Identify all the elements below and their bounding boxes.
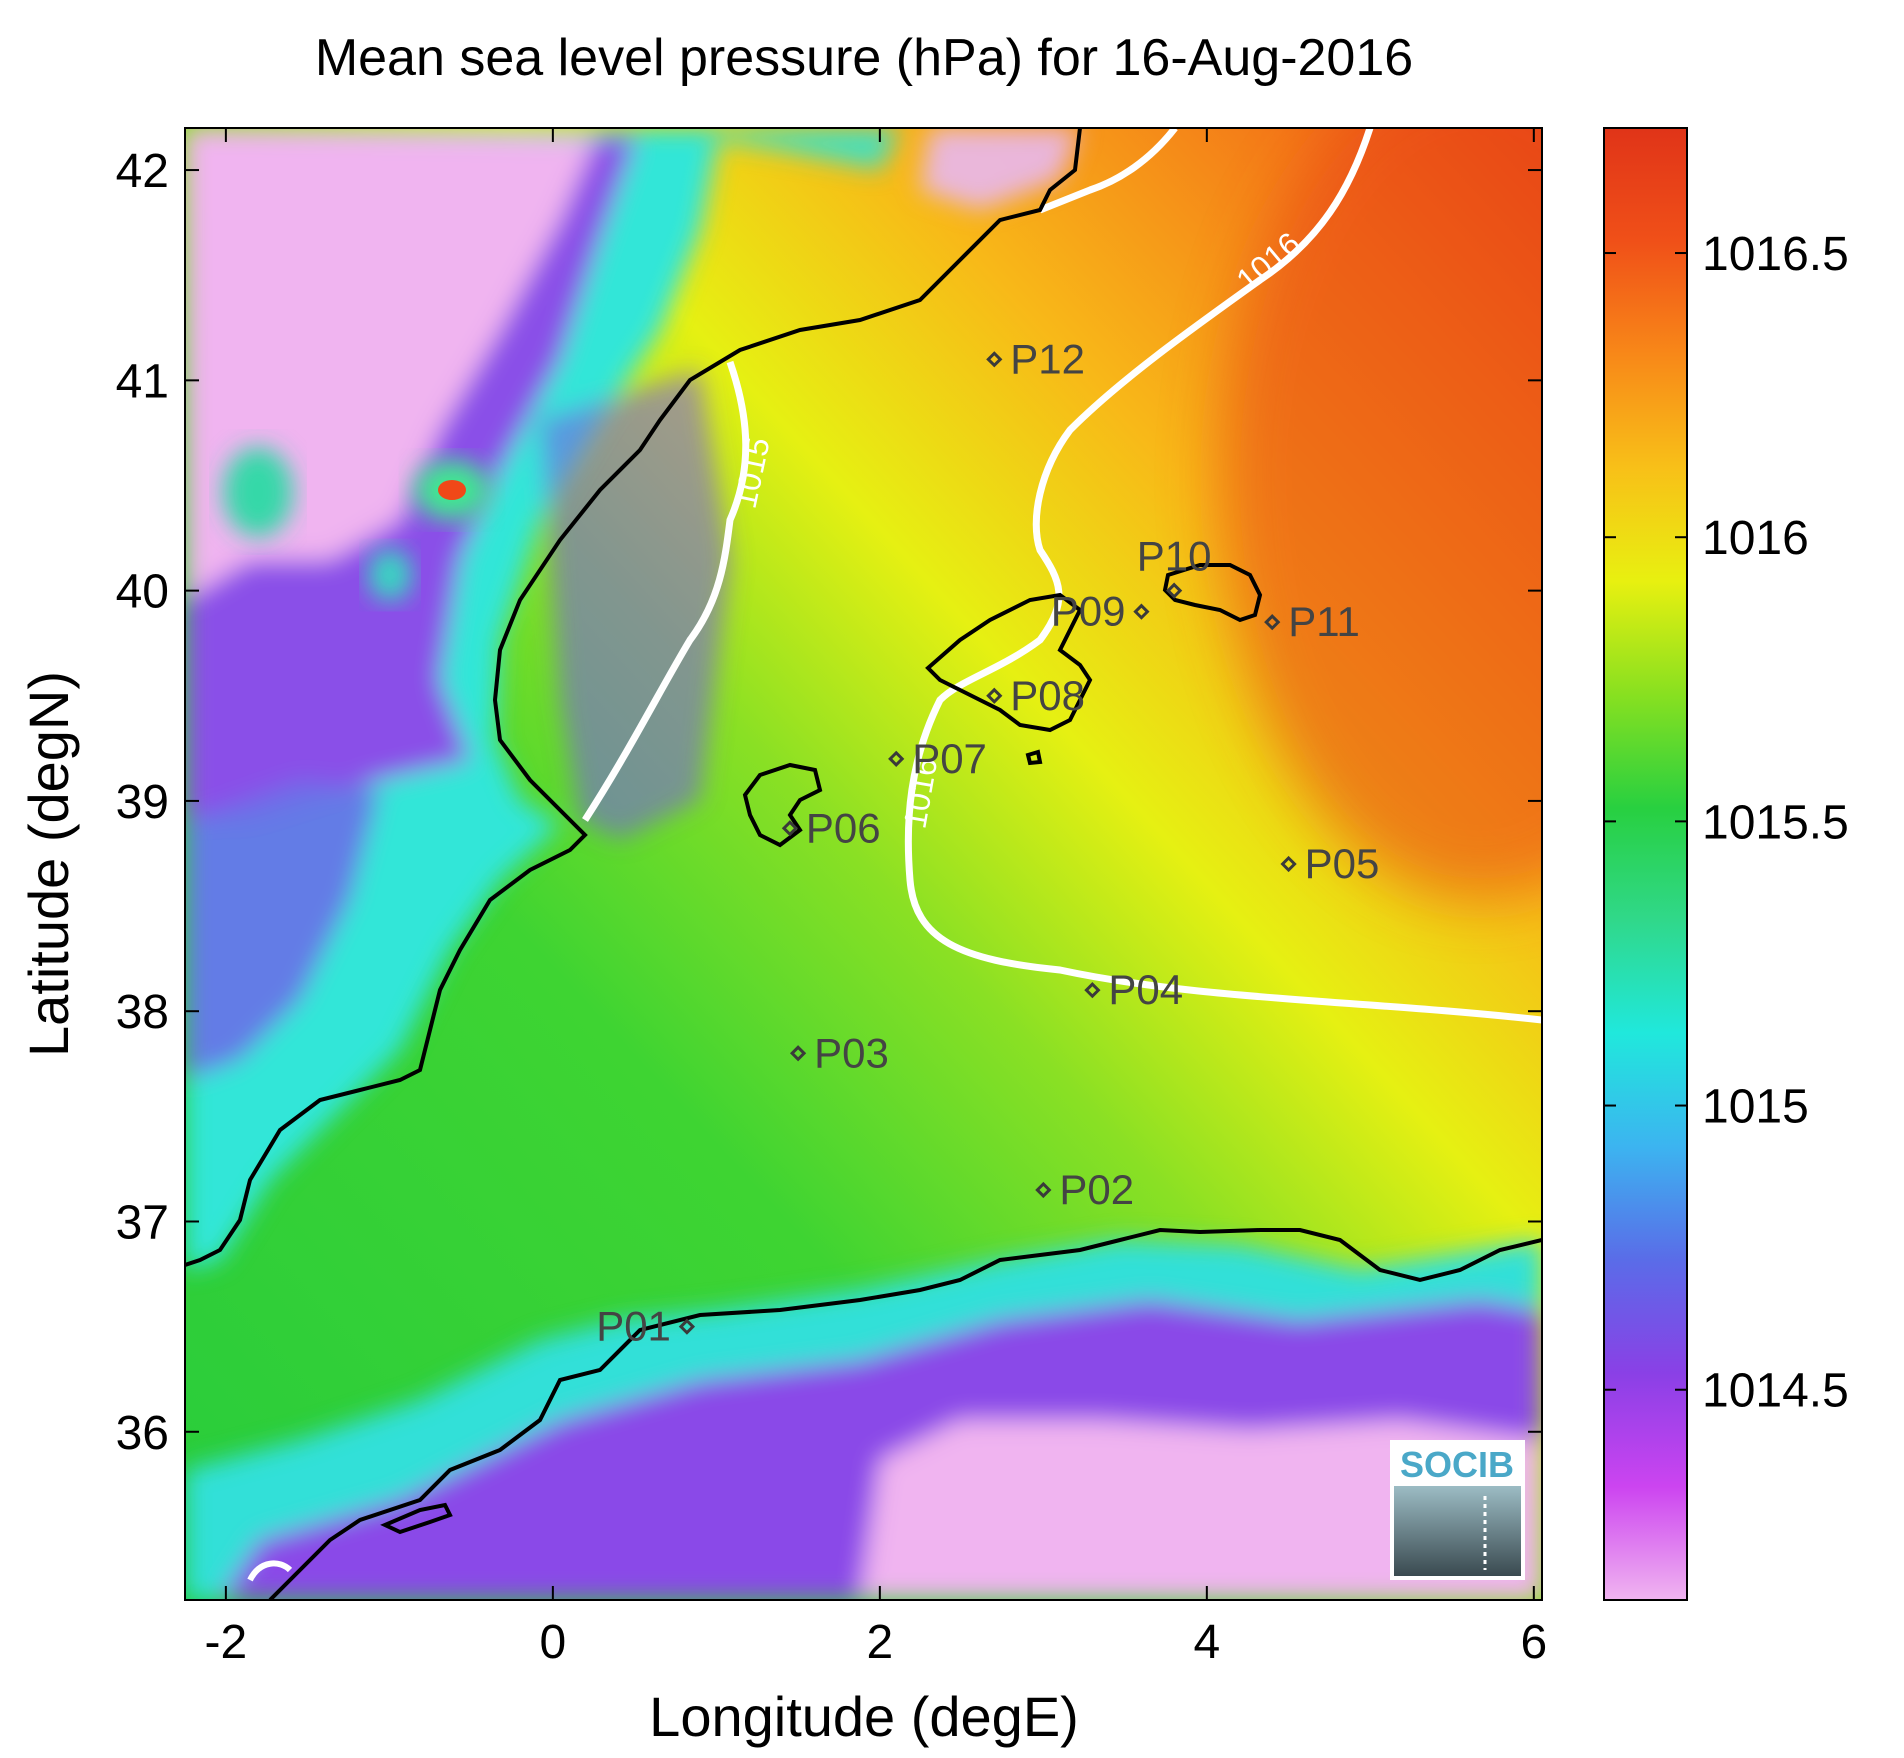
plot-frame <box>184 127 1543 1601</box>
station-marker-icon <box>1084 982 1101 999</box>
station-marker-icon <box>789 1045 807 1062</box>
station-marker-icon <box>1035 1181 1052 1199</box>
station-marker-icon <box>986 687 1003 704</box>
station-marker-icon <box>888 750 905 767</box>
figure-title: Mean sea level pressure (hPa) for 16-Aug… <box>315 29 1413 87</box>
station-label: P04 <box>1108 966 1183 1013</box>
colorbar-tick-label: 1014.5 <box>1702 1365 1849 1418</box>
contour-1016-line <box>904 128 1542 1024</box>
station-marker-icon <box>986 351 1003 368</box>
x-tick-label: -2 <box>205 1616 248 1669</box>
station-label: P11 <box>1288 598 1360 645</box>
x-tick-label: 0 <box>540 1616 567 1669</box>
station-label: P12 <box>1010 335 1085 382</box>
contour-small-loop <box>247 1560 293 1582</box>
station-label: P03 <box>814 1029 889 1076</box>
contour-1015-line <box>582 360 750 822</box>
colorbar-tick-label: 1015.5 <box>1702 796 1849 849</box>
x-axis-ticks: -2 0 2 4 6 <box>205 128 1547 1669</box>
colorbar-tick-label: 1016.5 <box>1702 228 1849 281</box>
coastlines <box>185 128 1542 1600</box>
y-tick-label: 42 <box>116 145 169 198</box>
station-label: P09 <box>1051 588 1126 635</box>
y-axis-ticks: 36 37 38 39 40 41 42 <box>116 145 1542 1460</box>
y-tick-label: 36 <box>116 1407 169 1460</box>
socib-logo: SOCIB <box>1390 1440 1525 1580</box>
x-tick-label: 2 <box>866 1616 893 1669</box>
x-tick-label: 6 <box>1520 1616 1547 1669</box>
station-marker-icon <box>678 1318 696 1335</box>
colorbar-ticks: 1014.5 1015 1015.5 1016 1016.5 <box>1604 228 1849 1418</box>
station-label: P05 <box>1305 840 1380 887</box>
colorbar-tick-label: 1015 <box>1702 1081 1809 1134</box>
pressure-field: SOCIB <box>185 128 1542 1600</box>
y-tick-label: 39 <box>116 776 169 829</box>
logo-text: SOCIB <box>1400 1444 1514 1485</box>
station-label: P07 <box>912 735 987 782</box>
x-tick-label: 4 <box>1193 1616 1220 1669</box>
y-tick-label: 37 <box>116 1196 169 1249</box>
x-axis-label: Longitude (degE) <box>649 1685 1079 1748</box>
station-label: P10 <box>1137 533 1212 580</box>
station-marker-icon <box>781 820 799 837</box>
y-tick-label: 41 <box>116 355 169 408</box>
station-marker-icon <box>1264 614 1281 631</box>
y-axis-label: Latitude (degN) <box>17 671 80 1057</box>
colorbar-tick-label: 1016 <box>1702 512 1809 565</box>
colorbar: 1014.5 1015 1015.5 1016 1016.5 <box>1603 127 1849 1601</box>
station-marker-icon <box>1280 855 1297 873</box>
contour-1016-north-line <box>1038 128 1178 214</box>
station-marker-icon <box>1166 582 1183 599</box>
station-label: P08 <box>1010 672 1085 719</box>
station-label: P02 <box>1059 1166 1134 1213</box>
colorbar-fill <box>1603 127 1688 1601</box>
station-label: P01 <box>596 1303 671 1350</box>
y-tick-label: 38 <box>116 986 169 1039</box>
station-label: P06 <box>806 804 881 851</box>
y-tick-label: 40 <box>116 566 169 619</box>
station-marker-icon <box>1133 603 1150 620</box>
